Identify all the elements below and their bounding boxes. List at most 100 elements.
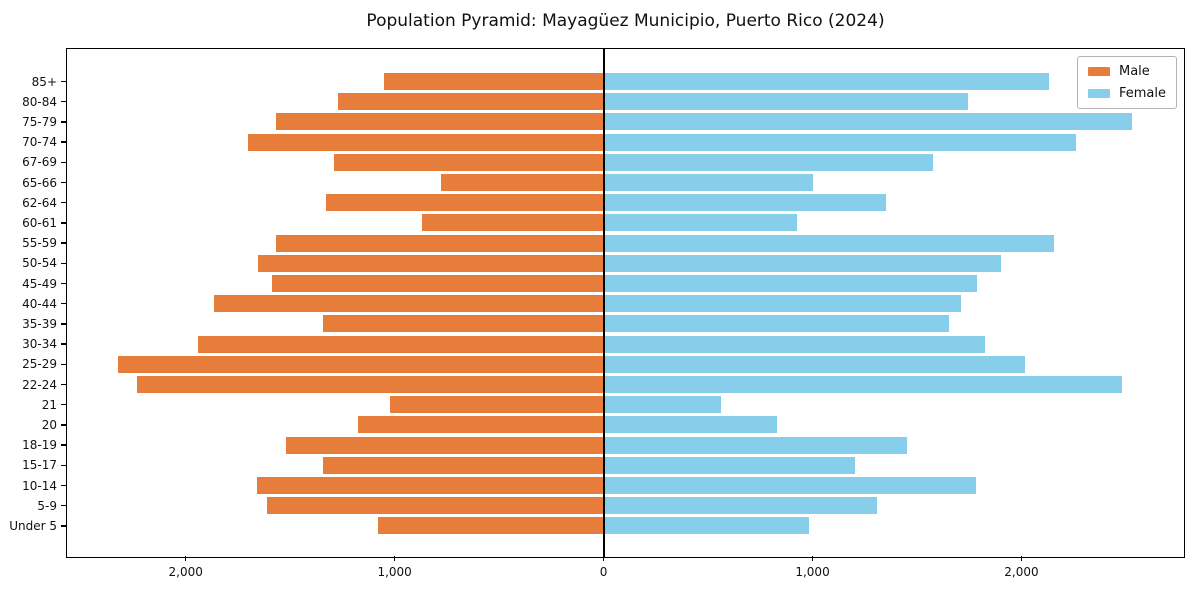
bar-male [325,194,604,212]
x-tick-mark [811,556,814,561]
bar-female [603,214,797,232]
y-tick-label: 65-66 [22,175,57,190]
y-tick-label: 15-17 [22,458,57,473]
y-tick-label: 22-24 [22,377,57,392]
bar-female [603,194,886,212]
bar-female [603,73,1049,90]
y-tick-mark [60,464,66,466]
male-swatch-icon [1087,67,1110,76]
zero-axis-line [602,49,605,557]
bar-female [603,254,1001,272]
y-tick-mark [60,242,66,244]
bar-male [136,376,604,393]
y-tick-mark [60,383,66,386]
bar-male [117,355,604,373]
bar-male [198,335,604,353]
bar-female [603,517,810,535]
y-tick-mark [60,404,66,406]
bar-female [603,315,950,333]
y-tick-mark [60,303,66,305]
legend-label-male: Male [1118,64,1150,79]
y-tick-label: 55-59 [22,236,57,251]
bar-female [603,477,976,494]
y-tick-label: 45-49 [22,276,57,291]
bar-male [338,93,604,111]
legend-label-female: Female [1118,86,1166,101]
y-tick-mark [60,262,66,264]
bar-male [377,517,604,535]
y-tick-mark [60,222,66,224]
bar-female [603,113,1133,131]
x-tick-mark [393,556,396,561]
plot-area: 85+ 80-84 75-79 70-74 67-69 65-66 62-64 60-61 55… [9,48,1185,579]
y-tick-mark [60,424,66,426]
bar-male [248,133,604,151]
bar-male [421,214,604,232]
bar-female [603,93,969,111]
y-tick-mark [60,363,66,365]
bar-female [603,416,777,434]
bar-male [275,113,604,131]
bar-male [213,295,604,313]
bar-male [440,174,604,191]
y-tick-mark [60,80,66,83]
female-swatch-icon [1087,89,1110,98]
y-tick-mark [60,141,66,143]
y-tick-mark [60,202,66,204]
bar-female [603,295,961,313]
bar-male [358,416,604,434]
y-tick-label: 21 [41,397,57,412]
x-tick-label: 0 [599,565,608,579]
y-tick-label: 80-84 [22,94,57,109]
bar-female [603,133,1076,151]
x-tick-mark [602,556,605,561]
bar-female [603,497,878,515]
bar-male [256,477,604,494]
y-tick-label: 10-14 [22,478,57,493]
y-tick-mark [60,161,66,163]
y-tick-label: 50-54 [22,256,57,271]
bar-female [603,335,985,353]
bar-male [384,73,604,90]
bar-male [272,275,604,292]
legend-item-male: Male [1087,64,1166,79]
legend: Male Female [1076,56,1177,109]
x-tick-label: 2,000 [168,565,203,579]
y-tick-label: 30-34 [22,337,57,352]
x-tick-label: 1,000 [377,565,412,579]
y-tick-mark [60,484,66,487]
y-tick-label: 67-69 [22,155,57,170]
x-tick-mark [184,556,187,561]
y-tick-label: 40-44 [22,296,57,311]
y-tick-label: Under 5 [9,518,57,533]
bar-female [603,396,721,414]
y-tick-mark [60,505,66,507]
chart-title: Population Pyramid: Mayagüez Municipio, … [366,11,885,31]
bar-female [603,376,1122,393]
y-tick-label: 62-64 [22,195,57,210]
y-tick-label: 20 [41,417,57,432]
y-tick-label: 5-9 [37,498,57,513]
bar-male [322,315,604,333]
y-tick-label: 25-29 [22,357,57,372]
y-tick-mark [60,444,66,446]
y-tick-label: 75-79 [22,114,57,129]
y-tick-label: 70-74 [22,135,57,150]
bar-male [275,234,604,252]
y-tick-mark [60,323,66,325]
y-tick-mark [60,343,66,345]
x-tick-label: 1,000 [795,565,830,579]
y-tick-mark [60,101,66,103]
bar-female [603,436,907,454]
y-tick-mark [60,525,66,527]
bar-male [334,153,604,171]
bar-female [603,456,856,474]
y-tick-mark [60,181,66,184]
y-tick-label: 85+ [31,74,57,89]
bar-female [603,234,1054,252]
bar-male [390,396,604,414]
y-tick-label: 60-61 [22,215,57,230]
bar-male [322,456,604,474]
x-tick-mark [1020,556,1023,561]
